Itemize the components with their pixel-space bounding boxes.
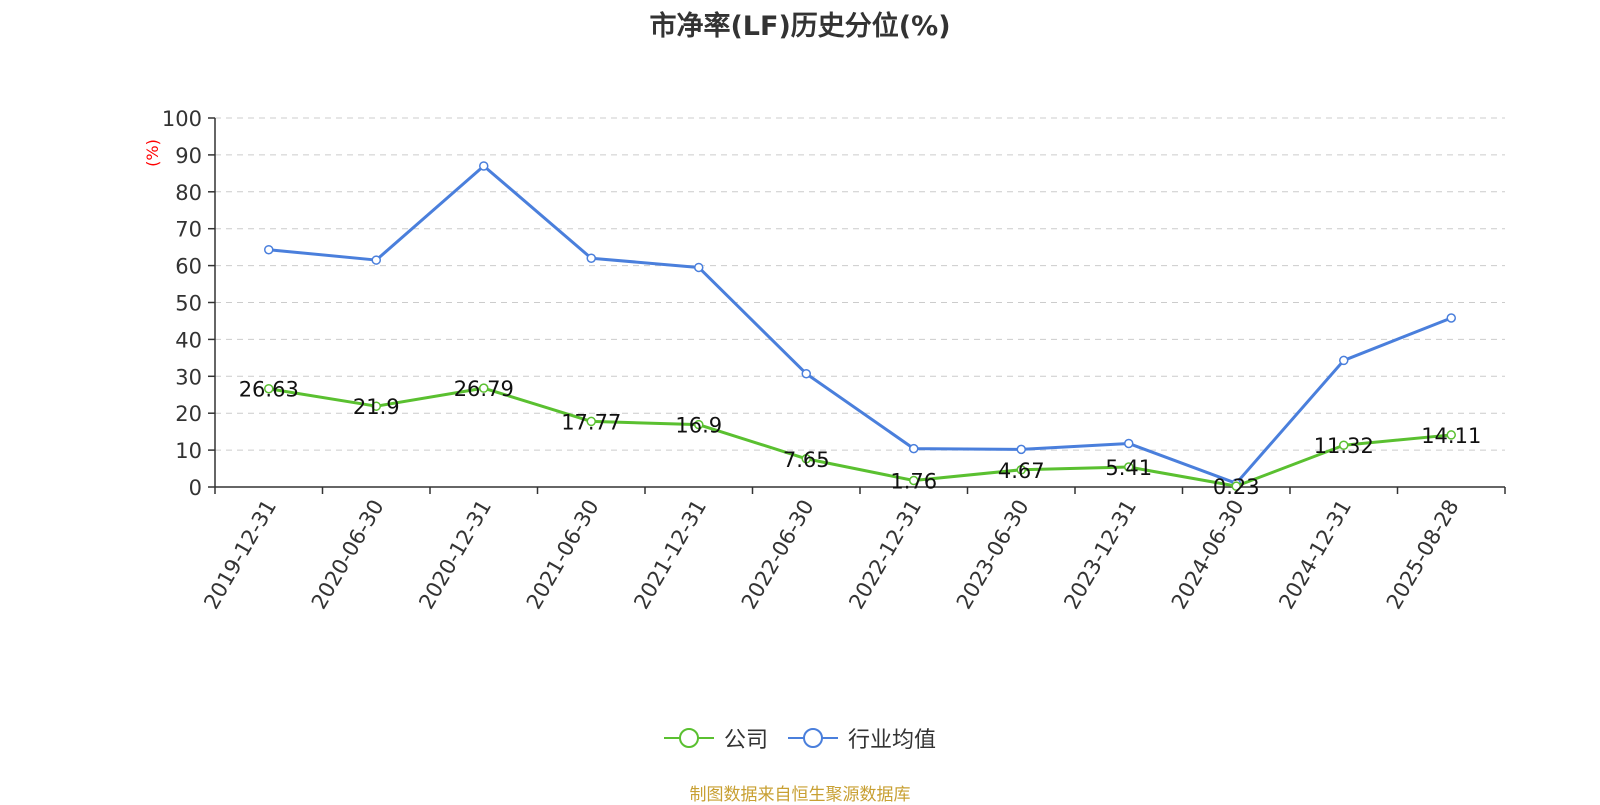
legend-marker-industry: [788, 728, 838, 748]
y-axis-title: (%): [143, 139, 162, 167]
data-label-company: 21.9: [353, 395, 400, 419]
data-point-industry[interactable]: [1124, 438, 1134, 449]
data-point-company[interactable]: [909, 475, 919, 486]
y-tick-label: 80: [175, 181, 202, 205]
data-point-company[interactable]: [371, 401, 381, 411]
chart-title: 市净率(LF)历史分位(%): [649, 11, 951, 42]
x-tick-label: 2020-12-31: [414, 496, 496, 614]
legend: 公司 行业均值: [0, 722, 1600, 754]
y-tick-label: 20: [175, 402, 202, 426]
series-lines: [264, 161, 1456, 491]
data-label-company: 1.76: [890, 470, 937, 494]
data-point-industry[interactable]: [371, 255, 381, 265]
data-point-industry[interactable]: [909, 443, 919, 454]
x-tick-label: 2021-12-31: [629, 496, 711, 614]
data-label-company: 26.63: [239, 378, 299, 402]
grid-lines: [215, 117, 1505, 451]
data-point-industry[interactable]: [586, 253, 596, 263]
y-tick-label: 40: [175, 328, 202, 352]
data-point-company[interactable]: [1446, 430, 1456, 440]
legend-label-company: 公司: [723, 728, 768, 753]
y-tick-label: 10: [175, 439, 202, 463]
data-point-company[interactable]: [264, 383, 274, 394]
x-tick-label: 2025-08-28: [1382, 496, 1464, 614]
y-tick-label: 60: [175, 255, 202, 279]
data-point-industry[interactable]: [694, 262, 704, 273]
data-label-company: 0.23: [1213, 475, 1260, 499]
series-line-company: [268, 386, 1452, 488]
data-point-company[interactable]: [586, 416, 596, 427]
legend-item-industry[interactable]: 行业均值: [788, 722, 936, 754]
data-point-industry[interactable]: [264, 244, 274, 255]
y-tick-label: 100: [162, 107, 202, 131]
data-point-company[interactable]: [1124, 462, 1134, 472]
x-tick-label: 2023-12-31: [1059, 496, 1141, 614]
y-tick-label: 50: [175, 292, 202, 316]
data-label-company: 16.9: [675, 414, 722, 438]
data-point-industry[interactable]: [1016, 444, 1026, 455]
data-label-company: 17.77: [561, 410, 621, 434]
data-point-industry[interactable]: [479, 161, 489, 171]
data-point-industry[interactable]: [1339, 355, 1349, 366]
x-tick-label: 2021-06-30: [522, 496, 604, 614]
data-label-company: 5.41: [1105, 456, 1152, 480]
legend-marker-company: [663, 728, 714, 748]
y-tick-label: 30: [175, 365, 202, 389]
data-labels: 26.63 21.9 26.79 17.77 16.9 7.65 1.76 4.67 5.41 0…: [239, 377, 1482, 499]
x-tick-label: 2023-06-30: [952, 496, 1034, 614]
data-label-company: 11.32: [1314, 434, 1374, 458]
legend-item-company[interactable]: 公司: [663, 722, 768, 754]
y-tick-label: 70: [175, 218, 202, 242]
data-point-company[interactable]: [1231, 481, 1241, 491]
data-point-industry[interactable]: [1446, 313, 1456, 323]
y-tick-label: 0: [189, 476, 202, 500]
axes: 0 10 20 30 40 50 60 70 80 90 100 2019-12-31 2020-06-…: [162, 107, 1506, 614]
series-line-industry: [268, 164, 1452, 485]
legend-label-industry: 行业均值: [848, 728, 937, 753]
data-label-company: 4.67: [998, 459, 1045, 483]
data-point-company[interactable]: [1339, 440, 1349, 450]
x-tick-label: 2019-12-31: [199, 496, 281, 614]
data-label-company: 26.79: [454, 377, 514, 401]
source-note: 制图数据来自恒生聚源数据库: [689, 785, 911, 805]
x-tick-label: 2020-06-30: [307, 496, 389, 614]
data-point-company[interactable]: [1016, 465, 1026, 475]
y-tick-label: 90: [175, 144, 202, 168]
x-tick-label: 2022-06-30: [737, 496, 819, 614]
x-tick-label: 2024-12-31: [1274, 496, 1356, 614]
data-point-company[interactable]: [479, 383, 489, 393]
x-tick-label: 2024-06-30: [1167, 496, 1249, 614]
data-point-company[interactable]: [801, 454, 811, 464]
data-point-industry[interactable]: [801, 368, 811, 379]
data-point-company[interactable]: [694, 419, 704, 430]
data-label-company: 14.11: [1421, 424, 1481, 448]
x-tick-label: 2022-12-31: [844, 496, 926, 614]
data-label-company: 7.65: [783, 448, 830, 472]
